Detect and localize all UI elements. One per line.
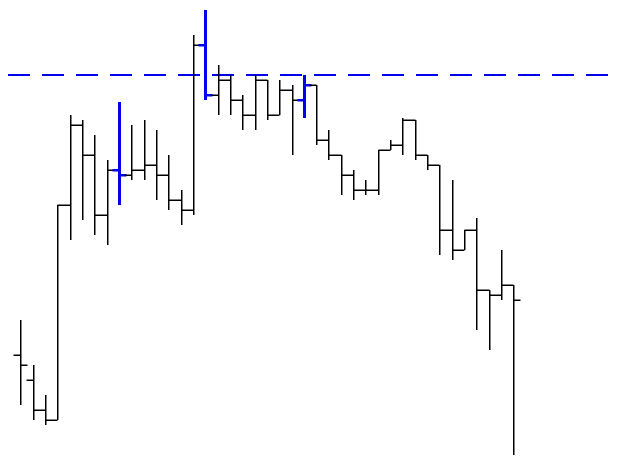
ohlc-bar <box>420 154 435 170</box>
ohlc-bar <box>309 84 324 145</box>
ohlc-bar <box>149 130 164 200</box>
ohlc-bar <box>100 160 115 245</box>
ohlc-bar <box>383 140 398 151</box>
ohlc-bar <box>13 320 28 405</box>
ohlc-bars-layer <box>13 10 521 455</box>
ohlc-bar <box>445 180 460 260</box>
ohlc-bar <box>469 218 484 330</box>
ohlc-bar <box>211 65 226 115</box>
ohlc-bar <box>321 130 336 160</box>
ohlc-bar <box>198 10 213 100</box>
ohlc-bar <box>124 125 139 180</box>
ohlc-bar <box>112 102 127 205</box>
ohlc-bar <box>408 119 423 160</box>
ohlc-bar <box>371 149 386 195</box>
ohlc-bar <box>494 250 509 300</box>
ohlc-bar <box>260 79 275 120</box>
ohlc-bar <box>248 75 263 130</box>
ohlc-bar <box>223 75 238 115</box>
ohlc-bar <box>432 164 447 255</box>
ohlc-bar <box>285 85 300 155</box>
ohlc-bar <box>161 155 176 210</box>
ohlc-bar <box>38 395 53 425</box>
ohlc-bar <box>395 118 410 155</box>
ohlc-bar <box>272 80 287 116</box>
ohlc-bar <box>137 120 152 180</box>
ohlc-bar <box>334 154 349 195</box>
ohlc-bar <box>75 120 90 220</box>
ohlc-bar <box>50 204 65 421</box>
ohlc-bar <box>87 135 102 235</box>
ohlc-bar <box>235 95 250 130</box>
ohlc-bar <box>358 180 373 195</box>
ohlc-bar <box>186 35 201 215</box>
ohlc-bar <box>174 190 189 225</box>
ohlc-bar <box>482 289 497 350</box>
ohlc-bar <box>297 75 312 118</box>
ohlc-bar <box>63 115 78 240</box>
ohlc-bar <box>506 284 521 455</box>
ohlc-bar <box>457 229 472 251</box>
ohlc-bar <box>346 170 361 200</box>
ohlc-bar <box>26 365 41 420</box>
